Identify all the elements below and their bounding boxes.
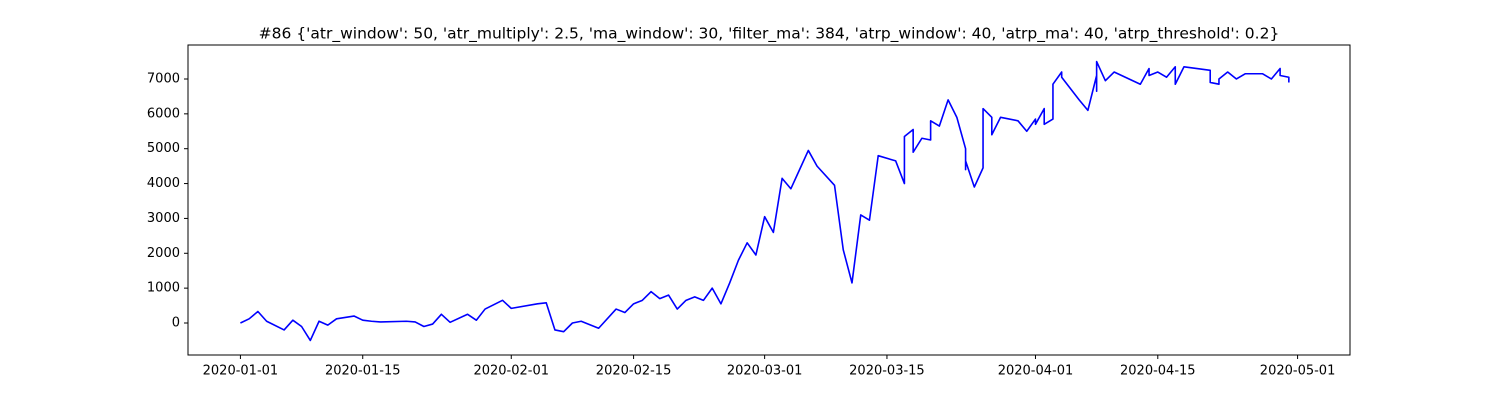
x-tick-label: 2020-01-01: [203, 364, 279, 379]
y-tick-label: 0: [172, 315, 180, 330]
y-tick-label: 6000: [147, 106, 180, 121]
y-tick-label: 7000: [147, 71, 180, 86]
x-tick-label: 2020-02-01: [473, 364, 549, 379]
x-tick-label: 2020-03-15: [849, 364, 925, 379]
data-line: [240, 60, 1290, 342]
x-tick-label: 2020-05-01: [1260, 364, 1336, 379]
x-tick-label: 2020-02-15: [596, 364, 672, 379]
chart-title: #86 {'atr_window': 50, 'atr_multiply': 2…: [259, 25, 1280, 44]
y-tick-label: 5000: [147, 141, 180, 156]
x-tick-label: 2020-04-01: [998, 364, 1074, 379]
x-tick-label: 2020-04-15: [1120, 364, 1196, 379]
plot-frame: [187, 44, 1351, 356]
y-tick-label: 1000: [147, 281, 180, 296]
x-tick-label: 2020-03-01: [727, 364, 803, 379]
x-tick-label: 2020-01-15: [325, 364, 401, 379]
y-tick-label: 4000: [147, 176, 180, 191]
y-tick-label: 3000: [147, 211, 180, 226]
y-tick-label: 2000: [147, 246, 180, 261]
